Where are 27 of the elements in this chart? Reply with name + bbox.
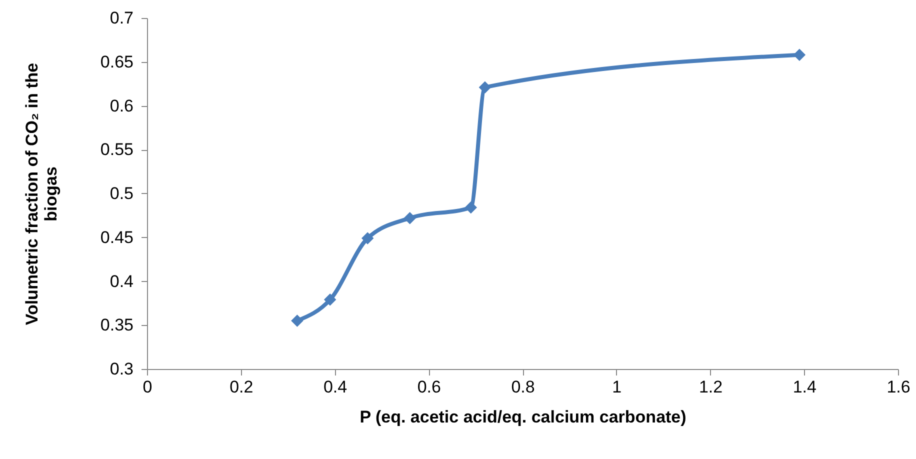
y-tick-label: 0.45: [100, 228, 134, 247]
y-axis-title: Volumetric fraction of CO₂ in the biogas: [22, 62, 60, 326]
x-tick-label: 0.2: [230, 378, 254, 396]
x-tick-label: 1: [612, 378, 622, 396]
point: [404, 212, 416, 224]
y-tick-label: 0.3: [110, 360, 134, 378]
point: [324, 294, 336, 306]
point: [793, 48, 806, 61]
x-tick-label: 0.6: [417, 378, 441, 396]
point: [361, 232, 374, 244]
point: [478, 81, 492, 94]
point: [291, 314, 304, 327]
x-axis-title: P (eq. acetic acid/eq. calcium carbonate): [360, 408, 686, 426]
x-tick-label: 1.4: [792, 378, 816, 396]
x-tick-label: 0.4: [323, 378, 348, 396]
y-tick-label: 0.65: [100, 52, 134, 72]
y-tick-label: 0.7: [110, 8, 134, 28]
point: [464, 201, 477, 214]
y-tick-label: 0.5: [110, 184, 134, 203]
y-tick-label: 0.6: [110, 96, 134, 116]
x-tick-label: 0.8: [511, 378, 535, 396]
x-tick-label: 1.2: [698, 378, 723, 396]
y-tick-label: 0.35: [100, 316, 134, 335]
x-tick-label: 0: [142, 378, 152, 396]
y-tick-label: 0.55: [100, 140, 134, 160]
x-tick-label: 1.6: [886, 378, 910, 396]
y-tick-label: 0.4: [110, 272, 134, 291]
